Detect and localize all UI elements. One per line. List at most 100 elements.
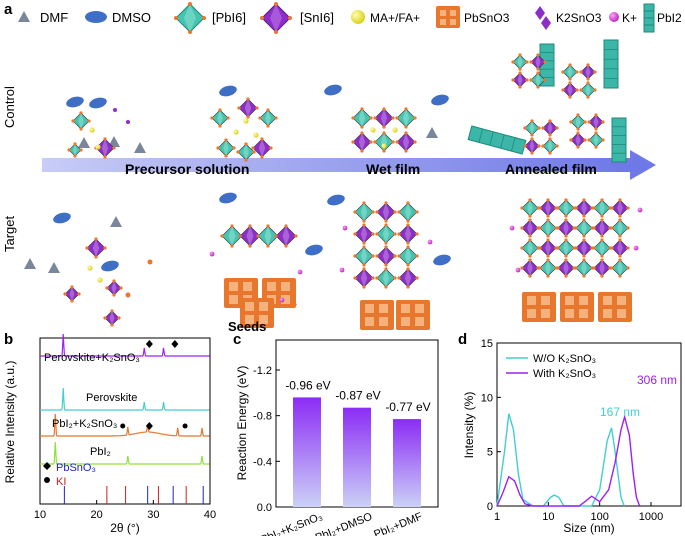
c-bar	[293, 397, 321, 507]
c-value-label: -0.87 eV	[335, 389, 380, 403]
c-ylabel: Reaction Energy (eV)	[235, 366, 249, 481]
mafa-ion	[97, 277, 103, 283]
b-ki-marker	[182, 423, 188, 429]
b-series-label: PbI₂	[90, 446, 111, 458]
perovskite-octahedron	[375, 201, 397, 223]
panel-label-b: b	[4, 331, 13, 348]
pbi2-column	[467, 125, 527, 155]
perovskite-octahedron	[511, 71, 529, 89]
pbi2-column	[603, 39, 619, 89]
d-x-tick-label: 1000	[639, 511, 663, 523]
dmf-icon	[18, 11, 30, 22]
panel-c: c 0.0-0.4-0.8-1.2-0.96 eVPbI₂+K₂SnO₃-0.8…	[233, 331, 439, 536]
b-series-line	[40, 413, 210, 437]
b-series-label: Perovskite+K₂SnO₃	[44, 352, 140, 364]
solvent-atom	[147, 259, 153, 265]
perovskite-octahedron	[373, 131, 395, 153]
perovskite-octahedron	[397, 223, 419, 245]
perovskite-octahedron	[574, 238, 594, 258]
perovskite-octahedron	[353, 267, 375, 289]
d-series-line	[496, 414, 641, 507]
pbsno3-crystal	[240, 298, 274, 328]
mafa-ion	[392, 127, 398, 133]
b-ki-marker	[120, 423, 126, 429]
xrd-plot: 10 20 30 40 Perovskite+K₂SnO₃ Perovskite PbI₂+…	[34, 333, 216, 521]
d-legend-label: With K₂SnO₃	[533, 368, 596, 380]
dmso-molecule	[89, 97, 107, 109]
perovskite-octahedron	[556, 218, 576, 238]
b-series-label: Perovskite	[86, 392, 137, 404]
c-y-tick-label: -0.8	[253, 411, 272, 423]
mafa-ion	[87, 265, 93, 271]
d-series-line	[496, 413, 625, 507]
pbsno3-crystal	[598, 292, 632, 322]
pbsno3-crystal	[396, 300, 430, 330]
perovskite-octahedron	[574, 258, 594, 278]
stage-wet-label: Wet film	[366, 161, 420, 177]
pbi6-octahedron	[236, 142, 256, 162]
dls-plot: 0 5 10 15 1 10 100 1000 W/O K₂SnO₃ With K₂SnO₃ 167…	[481, 338, 677, 523]
perovskite-octahedron	[579, 63, 597, 81]
pbi6-octahedron-icon	[174, 2, 206, 34]
perovskite-octahedron	[592, 198, 612, 218]
sni6-octahedron	[237, 97, 259, 119]
process-arrow	[42, 150, 656, 180]
perovskite-octahedron	[587, 131, 605, 149]
perovskite-octahedron	[556, 258, 576, 278]
pbsno3-crystal	[522, 292, 556, 322]
pbi2-column	[611, 117, 627, 163]
legend-dmso: DMSO	[112, 10, 151, 25]
b-x-tick-label: 20	[91, 509, 103, 521]
perovskite-octahedron	[541, 119, 559, 137]
perovskite-octahedron	[592, 238, 612, 258]
perovskite-octahedron	[529, 71, 547, 89]
mafa-ball-icon	[351, 10, 365, 24]
solvent-atom	[125, 292, 131, 298]
perovskite-octahedron	[529, 53, 547, 71]
panel-label-a: a	[4, 1, 13, 18]
perovskite-octahedron	[520, 218, 540, 238]
perovskite-octahedron	[574, 218, 594, 238]
d-annotation-306: 306 nm	[637, 373, 677, 387]
pbi6-octahedron	[256, 224, 280, 248]
pbsno3-crystal-icon	[436, 6, 460, 28]
dmf-molecule	[78, 137, 90, 148]
perovskite-octahedron	[397, 245, 419, 267]
perovskite-octahedron	[353, 201, 375, 223]
k2sno3-icon	[535, 6, 551, 30]
sni6-octahedron	[94, 137, 116, 159]
perovskite-octahedron	[556, 198, 576, 218]
pbsno3-crystal	[560, 292, 594, 322]
perovskite-octahedron	[520, 198, 540, 218]
dmso-molecule	[327, 194, 345, 206]
pbi6-octahedron	[210, 108, 230, 128]
dmso-molecule	[219, 192, 237, 204]
dmso-molecule	[433, 254, 451, 266]
solvent-atom	[126, 120, 130, 124]
legend-pbi6: [PbI6]	[212, 10, 246, 25]
b-series-line	[40, 333, 210, 357]
d-y-tick-label: 5	[487, 447, 493, 459]
panel-label-c: c	[233, 331, 241, 348]
perovskite-octahedron	[538, 258, 558, 278]
c-bar	[343, 407, 371, 507]
mafa-ion	[381, 143, 387, 149]
panel-label-d: d	[458, 331, 467, 348]
legend-mafa: MA+/FA+	[370, 11, 420, 25]
panel-b-frame	[39, 337, 211, 505]
perovskite-octahedron	[511, 53, 529, 71]
sni6-octahedron	[63, 285, 81, 303]
row-label-target: Target	[2, 215, 17, 252]
pbi2-column-icon	[643, 3, 655, 33]
mafa-ion	[95, 144, 101, 150]
b-series-line	[40, 387, 210, 411]
legend-kplus: K+	[622, 11, 637, 25]
perovskite-octahedron	[395, 131, 417, 153]
b-series-label: PbI₂+K₂SnO₃	[52, 418, 117, 430]
perovskite-octahedron	[397, 267, 419, 289]
dmso-molecule	[431, 94, 449, 106]
perovskite-octahedron	[520, 238, 540, 258]
pbi6-octahedron	[71, 111, 91, 131]
perovskite-octahedron	[579, 81, 597, 99]
